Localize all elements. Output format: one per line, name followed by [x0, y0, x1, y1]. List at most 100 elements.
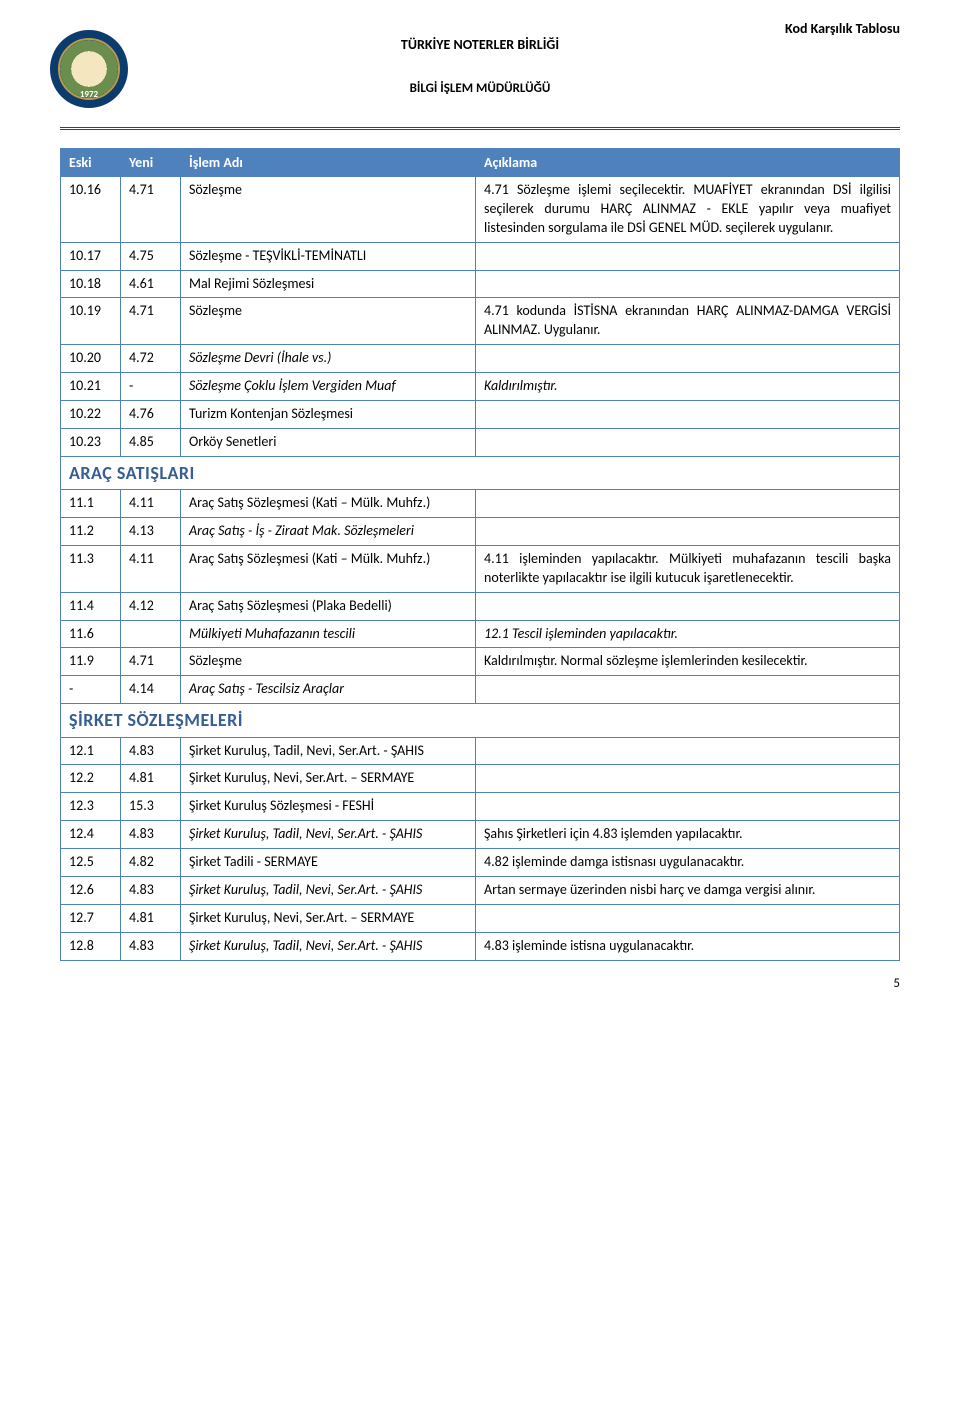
cell-acik: Kaldırılmıştır. Normal sözleşme işlemler… — [476, 648, 900, 676]
table-row: 12.84.83Şirket Kuruluş, Tadil, Nevi, Ser… — [61, 932, 900, 960]
cell-yeni: 4.83 — [121, 876, 181, 904]
cell-acik: 4.83 işleminde istisna uygulanacaktır. — [476, 932, 900, 960]
cell-yeni: 4.81 — [121, 904, 181, 932]
cell-islem: Sözleşme — [181, 648, 476, 676]
cell-islem: Şirket Kuruluş, Nevi, Ser.Art. – SERMAYE — [181, 904, 476, 932]
header-block: 1972 TÜRKİYE NOTERLER BİRLİĞİ BİLGİ İŞLE… — [60, 30, 900, 115]
sub-title: BİLGİ İŞLEM MÜDÜRLÜĞÜ — [60, 81, 900, 96]
cell-acik — [476, 401, 900, 429]
cell-yeni — [121, 620, 181, 648]
cell-yeni: 4.75 — [121, 242, 181, 270]
cell-acik — [476, 270, 900, 298]
cell-islem: Sözleşme Çoklu İşlem Vergiden Muaf — [181, 373, 476, 401]
table-row: 12.24.81Şirket Kuruluş, Nevi, Ser.Art. –… — [61, 765, 900, 793]
cell-yeni: - — [121, 373, 181, 401]
cell-eski: 11.9 — [61, 648, 121, 676]
section-title: ŞİRKET SÖZLEŞMELERİ — [61, 704, 900, 737]
cell-yeni: 4.14 — [121, 676, 181, 704]
cell-acik: 4.11 işleminden yapılacaktır. Mülkiyeti … — [476, 545, 900, 592]
cell-eski: 12.7 — [61, 904, 121, 932]
table-row: 10.194.71Sözleşme4.71 kodunda İSTİSNA ek… — [61, 298, 900, 345]
cell-acik — [476, 793, 900, 821]
table-row: 11.6Mülkiyeti Muhafazanın tescili12.1 Te… — [61, 620, 900, 648]
table-row: 11.94.71SözleşmeKaldırılmıştır. Normal s… — [61, 648, 900, 676]
cell-acik — [476, 904, 900, 932]
cell-acik — [476, 592, 900, 620]
cell-eski: 10.23 — [61, 428, 121, 456]
col-header-islem: İşlem Adı — [181, 149, 476, 177]
cell-eski: 10.18 — [61, 270, 121, 298]
cell-eski: 12.8 — [61, 932, 121, 960]
cell-islem: Araç Satış - Tescilsiz Araçlar — [181, 676, 476, 704]
col-header-yeni: Yeni — [121, 149, 181, 177]
table-row: 12.14.83Şirket Kuruluş, Tadil, Nevi, Ser… — [61, 737, 900, 765]
cell-eski: 12.4 — [61, 821, 121, 849]
cell-eski: 11.1 — [61, 490, 121, 518]
cell-islem: Şirket Tadili - SERMAYE — [181, 849, 476, 877]
col-header-acik: Açıklama — [476, 149, 900, 177]
cell-islem: Şirket Kuruluş, Tadil, Nevi, Ser.Art. - … — [181, 932, 476, 960]
table-row: 11.24.13Araç Satış - İş - Ziraat Mak. Sö… — [61, 517, 900, 545]
cell-eski: 12.3 — [61, 793, 121, 821]
page-number: 5 — [893, 976, 900, 991]
cell-yeni: 15.3 — [121, 793, 181, 821]
table-row: 10.234.85Orköy Senetleri — [61, 428, 900, 456]
table-row: 10.184.61Mal Rejimi Sözleşmesi — [61, 270, 900, 298]
cell-eski: 12.1 — [61, 737, 121, 765]
logo-year: 1972 — [52, 89, 126, 100]
cell-acik — [476, 737, 900, 765]
cell-acik — [476, 345, 900, 373]
cell-yeni: 4.83 — [121, 932, 181, 960]
code-mapping-table: Eski Yeni İşlem Adı Açıklama 10.164.71Sö… — [60, 148, 900, 961]
cell-yeni: 4.12 — [121, 592, 181, 620]
table-row: 10.174.75Sözleşme - TEŞVİKLİ-TEMİNATLI — [61, 242, 900, 270]
cell-eski: 11.3 — [61, 545, 121, 592]
cell-acik — [476, 517, 900, 545]
table-row: 12.74.81Şirket Kuruluş, Nevi, Ser.Art. –… — [61, 904, 900, 932]
table-row: 10.224.76Turizm Kontenjan Sözleşmesi — [61, 401, 900, 429]
cell-yeni: 4.71 — [121, 298, 181, 345]
cell-eski: 12.6 — [61, 876, 121, 904]
cell-yeni: 4.13 — [121, 517, 181, 545]
cell-acik — [476, 242, 900, 270]
cell-eski: 10.16 — [61, 177, 121, 243]
cell-eski: 10.17 — [61, 242, 121, 270]
table-row: 11.44.12Araç Satış Sözleşmesi (Plaka Bed… — [61, 592, 900, 620]
cell-yeni: 4.71 — [121, 177, 181, 243]
cell-acik — [476, 676, 900, 704]
cell-yeni: 4.81 — [121, 765, 181, 793]
cell-eski: 10.22 — [61, 401, 121, 429]
section-title-row: ŞİRKET SÖZLEŞMELERİ — [61, 704, 900, 737]
table-row: 12.64.83Şirket Kuruluş, Tadil, Nevi, Ser… — [61, 876, 900, 904]
table-row: 10.204.72Sözleşme Devri (İhale vs.) — [61, 345, 900, 373]
table-row: 12.315.3Şirket Kuruluş Sözleşmesi - FESH… — [61, 793, 900, 821]
cell-yeni: 4.82 — [121, 849, 181, 877]
cell-acik: 12.1 Tescil işleminden yapılacaktır. — [476, 620, 900, 648]
cell-islem: Sözleşme — [181, 298, 476, 345]
table-row: 10.21-Sözleşme Çoklu İşlem Vergiden Muaf… — [61, 373, 900, 401]
cell-acik — [476, 765, 900, 793]
cell-yeni: 4.83 — [121, 821, 181, 849]
cell-islem: Turizm Kontenjan Sözleşmesi — [181, 401, 476, 429]
cell-yeni: 4.61 — [121, 270, 181, 298]
col-header-eski: Eski — [61, 149, 121, 177]
org-title: TÜRKİYE NOTERLER BİRLİĞİ — [60, 30, 900, 53]
cell-islem: Şirket Kuruluş, Nevi, Ser.Art. – SERMAYE — [181, 765, 476, 793]
cell-eski: 10.21 — [61, 373, 121, 401]
table-row: 11.34.11Araç Satış Sözleşmesi (Kati – Mü… — [61, 545, 900, 592]
cell-islem: Mal Rejimi Sözleşmesi — [181, 270, 476, 298]
cell-eski: 10.19 — [61, 298, 121, 345]
cell-eski: - — [61, 676, 121, 704]
cell-islem: Araç Satış Sözleşmesi (Plaka Bedelli) — [181, 592, 476, 620]
cell-eski: 12.5 — [61, 849, 121, 877]
cell-islem: Araç Satış Sözleşmesi (Kati – Mülk. Muhf… — [181, 545, 476, 592]
table-row: 12.54.82Şirket Tadili - SERMAYE4.82 işle… — [61, 849, 900, 877]
cell-acik: Artan sermaye üzerinden nisbi harç ve da… — [476, 876, 900, 904]
org-seal-logo: 1972 — [50, 30, 128, 108]
cell-acik: Şahıs Şirketleri için 4.83 işlemden yapı… — [476, 821, 900, 849]
section-title-row: ARAÇ SATIŞLARI — [61, 456, 900, 489]
cell-eski: 11.2 — [61, 517, 121, 545]
cell-yeni: 4.83 — [121, 737, 181, 765]
cell-acik — [476, 428, 900, 456]
section-title: ARAÇ SATIŞLARI — [61, 456, 900, 489]
